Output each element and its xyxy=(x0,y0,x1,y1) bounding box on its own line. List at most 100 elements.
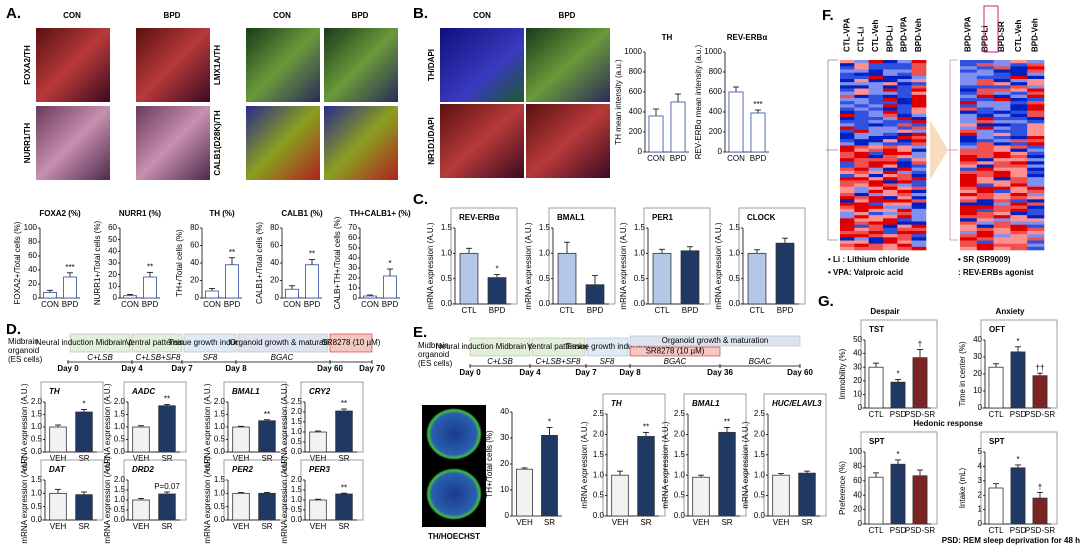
x-tick-label: SR xyxy=(640,518,651,527)
y-tick-label: 1.5 xyxy=(539,223,551,232)
heatmap-cell xyxy=(993,167,1011,172)
heatmap-cell xyxy=(960,243,978,248)
y-axis-label: mRNA expression (A.U.) xyxy=(203,456,212,543)
y-axis-label: CALB+TH+/Total cells (%) xyxy=(333,216,342,309)
y-tick-label: 0 xyxy=(858,519,863,528)
heatmap-cell xyxy=(976,110,994,115)
heatmap-cell xyxy=(911,215,927,219)
heatmap-cell xyxy=(976,180,994,184)
y-tick-label: 20 xyxy=(348,273,357,282)
heatmap-cell xyxy=(868,164,884,168)
day-label: Day 60 xyxy=(787,368,813,377)
bar xyxy=(158,405,176,453)
legend-text: • SR (SR9009) xyxy=(958,255,1011,264)
heatmap-cell xyxy=(883,98,898,102)
chart-title: DAT xyxy=(49,465,66,474)
bar xyxy=(541,434,558,517)
bar xyxy=(868,476,884,525)
heatmap-cell xyxy=(976,60,994,64)
x-tick-label: CON xyxy=(283,300,301,309)
heatmap-cell xyxy=(993,155,1011,159)
heatmap-cell xyxy=(911,164,927,168)
heatmap-cell xyxy=(854,205,869,210)
heatmap-cell xyxy=(993,183,1011,187)
heatmap-cell xyxy=(868,212,884,216)
heatmap-cell xyxy=(976,82,994,86)
heatmap-cell xyxy=(993,75,1011,80)
heatmap-cell xyxy=(993,193,1011,197)
heatmap-cell xyxy=(883,183,898,187)
y-tick-label: 1.0 xyxy=(291,495,303,504)
heatmap-column-label: BPD-Veh xyxy=(1031,18,1040,52)
heatmap-cell xyxy=(911,85,927,89)
heatmap-cell xyxy=(1027,60,1045,64)
heatmap-cell xyxy=(960,113,978,118)
heatmap-cell xyxy=(897,196,912,200)
bar xyxy=(775,242,795,305)
heatmap-cell xyxy=(854,180,869,184)
bar xyxy=(912,475,928,525)
day-label: Day 4 xyxy=(519,368,541,377)
significance-label: * xyxy=(1016,337,1019,346)
x-tick-label: PSD-SR xyxy=(1025,526,1055,535)
x-tick-label: PSD xyxy=(1010,410,1027,419)
bar xyxy=(158,493,176,521)
heatmap-cell xyxy=(976,120,994,124)
stage-label: Tissue growth induction xyxy=(566,342,650,351)
heatmap-cell xyxy=(854,75,869,80)
y-tick-label: 0.0 xyxy=(634,299,646,308)
y-tick-label: 80 xyxy=(853,462,862,471)
heatmap-cell xyxy=(993,237,1011,241)
heatmap-cell xyxy=(1027,88,1045,92)
timeline-origin: organoid xyxy=(418,350,449,359)
heatmap-cell xyxy=(854,101,869,105)
heatmap-cell xyxy=(976,94,994,99)
heatmap-cell xyxy=(883,221,898,225)
heatmap-cell xyxy=(868,148,884,153)
heatmap-cell xyxy=(993,91,1011,96)
heatmap-cell xyxy=(960,148,978,153)
heatmap-cell xyxy=(868,240,884,244)
day-label: Day 36 xyxy=(707,368,733,377)
heatmap-cell xyxy=(897,174,912,178)
stage-label: Neural induction Midbrain patterning xyxy=(436,342,565,351)
heatmap-cell xyxy=(897,113,912,118)
heatmap-cell xyxy=(854,208,869,213)
heatmap-cell xyxy=(897,98,912,102)
heatmap-cell xyxy=(854,243,869,248)
y-tick-label: 40 xyxy=(500,407,509,416)
heatmap-cell xyxy=(1010,117,1028,121)
heatmap-cell xyxy=(1010,72,1028,77)
y-tick-label: 30 xyxy=(853,362,862,371)
y-tick-label: 0.5 xyxy=(214,502,226,511)
heatmap-cell xyxy=(1027,139,1045,143)
heatmap-cell xyxy=(840,101,855,105)
heatmap-cell xyxy=(993,66,1011,70)
heatmap-cell xyxy=(868,129,884,134)
heatmap-cell xyxy=(911,237,927,241)
heatmap-cell xyxy=(1010,151,1028,156)
heatmap-cell xyxy=(1010,227,1028,232)
heatmap-cell xyxy=(993,139,1011,143)
heatmap-cell xyxy=(960,164,978,168)
chart-title: CALB1 (%) xyxy=(281,209,323,218)
heatmap-cell xyxy=(883,186,898,191)
bar xyxy=(890,381,906,409)
heatmap-cell xyxy=(960,231,978,235)
panel-label: B. xyxy=(413,5,428,22)
heatmap-cell xyxy=(868,139,884,143)
x-tick-label: SR xyxy=(544,518,555,527)
y-axis-label: mRNA expression (A.U.) xyxy=(280,456,289,543)
heatmap-cell xyxy=(1027,180,1045,184)
chart-title: REV-ERBα xyxy=(459,213,500,222)
y-tick-label: 0.0 xyxy=(114,515,126,524)
heatmap-cell xyxy=(840,202,855,206)
y-tick-label: 1.5 xyxy=(674,450,686,459)
heatmap-cell xyxy=(960,202,978,206)
heatmap-cell xyxy=(1027,101,1045,105)
heatmap-cell xyxy=(883,136,898,140)
heatmap-cell xyxy=(897,155,912,159)
heatmap-cell xyxy=(1010,79,1028,83)
y-axis-label: CALB1+/Total cells (%) xyxy=(255,222,264,304)
heatmap-cell xyxy=(840,177,855,181)
